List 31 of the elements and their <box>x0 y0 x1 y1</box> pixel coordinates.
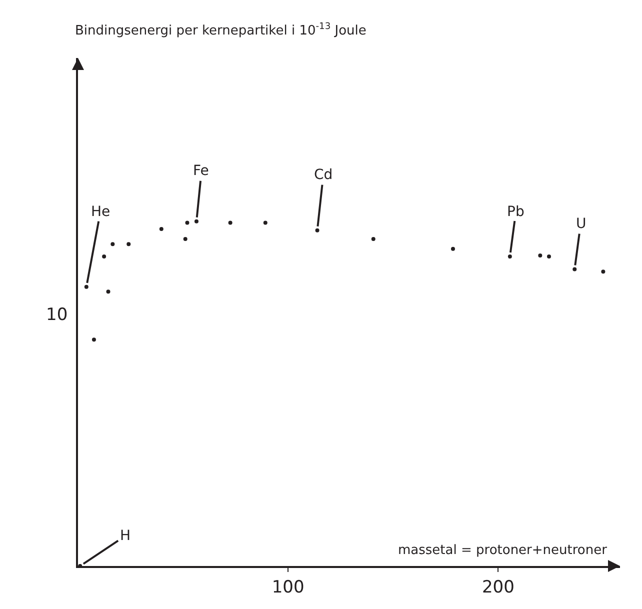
point <box>126 242 131 246</box>
point <box>102 254 106 259</box>
point <box>601 270 606 274</box>
point <box>371 236 376 241</box>
annotation: Cd <box>314 167 333 183</box>
point <box>228 220 232 225</box>
point <box>185 220 190 225</box>
annotation: He <box>91 204 110 220</box>
point <box>538 253 542 258</box>
point <box>159 226 164 231</box>
point <box>315 228 320 232</box>
point <box>263 220 268 225</box>
text: 10 <box>46 305 68 325</box>
annotation: H <box>120 528 131 544</box>
annotation: Pb <box>507 204 524 220</box>
point <box>572 267 577 272</box>
point <box>194 219 198 224</box>
x-tick-label: 100 <box>272 577 304 598</box>
point <box>450 246 455 251</box>
point <box>183 236 188 241</box>
point <box>110 242 115 246</box>
x-axis-title: massetal = protoner+neutroner <box>398 543 608 558</box>
point <box>508 254 512 259</box>
text: Bindingsenergi per kernepartikel i 10$^{-13}$ Joule <box>75 22 366 38</box>
annotation: U <box>576 216 586 232</box>
annotation: Fe <box>193 163 209 179</box>
point <box>84 284 88 289</box>
point <box>546 254 551 259</box>
point <box>92 338 96 342</box>
point <box>106 290 110 294</box>
x-tick-label: 200 <box>482 577 514 598</box>
